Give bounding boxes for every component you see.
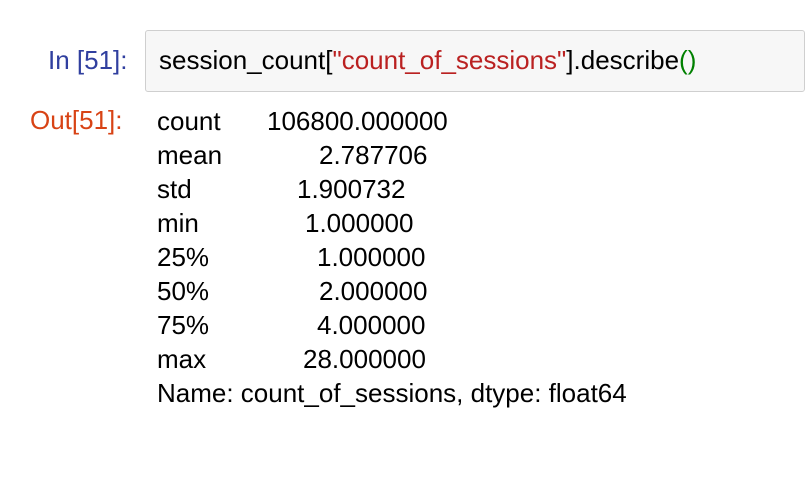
stat-label: std [157, 174, 192, 204]
stat-row-max: max 28.000000 [157, 342, 627, 376]
input-prompt: In [51]: [48, 45, 128, 75]
stat-row-mean: mean 2.787706 [157, 138, 627, 172]
stat-label: max [157, 344, 207, 374]
stat-row-std: std 1.900732 [157, 172, 627, 206]
stat-value: 2.787706 [319, 140, 428, 170]
stat-value: 2.000000 [319, 276, 428, 306]
stat-row-count: count 106800.000000 [157, 104, 627, 138]
stat-label: mean [157, 140, 223, 170]
stat-label: 75% [157, 310, 210, 340]
code-line[interactable]: session_count["count_of_sessions"].descr… [159, 44, 696, 76]
stat-value: 1.000000 [317, 242, 426, 272]
stat-label: count [157, 106, 221, 136]
stat-row-50pct: 50% 2.000000 [157, 274, 627, 308]
stat-value: 106800.000000 [267, 106, 448, 136]
stat-value: 28.000000 [303, 344, 426, 374]
code-method: .describe [573, 45, 680, 75]
series-footer: Name: count_of_sessions, dtype: float64 [157, 378, 627, 408]
stat-value: 1.900732 [297, 174, 406, 204]
stat-row-75pct: 75% 4.000000 [157, 308, 627, 342]
output-area: count 106800.000000 mean 2.787706 std 1.… [157, 104, 627, 410]
stat-label: 25% [157, 242, 210, 272]
stat-value: 4.000000 [317, 310, 426, 340]
code-object: session_count [159, 45, 326, 75]
output-prompt: Out[51]: [30, 105, 123, 135]
code-parens: () [679, 45, 697, 75]
code-close-bracket: ] [566, 45, 574, 75]
code-input-area[interactable]: session_count["count_of_sessions"].descr… [145, 30, 805, 92]
stat-row-min: min 1.000000 [157, 206, 627, 240]
stat-row-25pct: 25% 1.000000 [157, 240, 627, 274]
stat-label: min [157, 208, 199, 238]
code-open-bracket: [ [325, 45, 333, 75]
stat-value: 1.000000 [305, 208, 414, 238]
stat-label: 50% [157, 276, 210, 306]
code-string-key: "count_of_sessions" [332, 45, 567, 75]
